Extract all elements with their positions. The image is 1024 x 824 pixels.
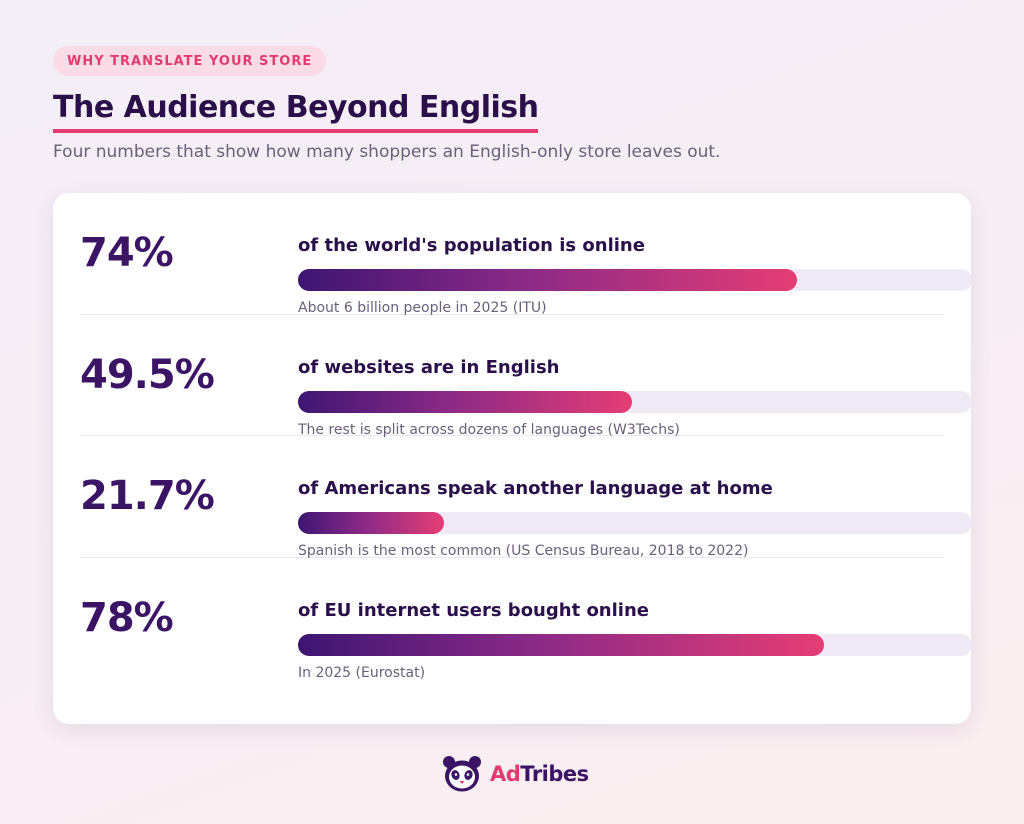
stat-label: of Americans speak another language at h… <box>298 478 773 499</box>
stat-note: About 6 billion people in 2025 (ITU) <box>298 300 547 316</box>
stat-label: of websites are in English <box>298 356 560 378</box>
stat-note: Spanish is the most common (US Census Bu… <box>298 543 749 559</box>
stat-bar-track <box>298 269 972 291</box>
brand-logo: AdTribes <box>442 755 589 793</box>
stat-bar-track <box>298 512 972 534</box>
stat-row: 74% of the world's population is online … <box>80 193 972 316</box>
stat-value: 78% <box>80 595 174 642</box>
panda-icon <box>443 756 481 792</box>
stat-note: In 2025 (Eurostat) <box>298 664 426 681</box>
stat-row: 21.7% of Americans speak another languag… <box>80 436 972 559</box>
stat-value: 21.7% <box>80 473 215 520</box>
stat-bar-fill <box>298 390 632 413</box>
page-title: The Audience Beyond English <box>53 90 539 133</box>
stat-row: 78% of EU internet users bought online I… <box>80 558 972 681</box>
stat-row: 49.5% of websites are in English The res… <box>80 315 972 438</box>
stat-bar-track <box>298 633 972 656</box>
stat-bar-fill <box>298 512 445 534</box>
stat-bar-fill <box>298 269 797 291</box>
brand-name: AdTribes <box>490 762 589 786</box>
brand-name-part1: Ad <box>490 762 521 786</box>
stat-label: of the world's population is online <box>298 235 645 256</box>
stat-bar-fill <box>298 633 824 656</box>
stat-label: of EU internet users bought online <box>298 599 649 621</box>
stat-note: The rest is split across dozens of langu… <box>298 421 680 438</box>
page-subtitle: Four numbers that show how many shoppers… <box>53 142 721 162</box>
stat-value: 74% <box>80 230 174 277</box>
stat-bar-track <box>298 390 972 413</box>
eyebrow-tag: WHY TRANSLATE YOUR STORE <box>53 46 327 76</box>
stats-card: 74% of the world's population is online … <box>53 193 972 724</box>
brand-name-part2: Tribes <box>520 762 589 786</box>
stat-value: 49.5% <box>80 351 215 398</box>
